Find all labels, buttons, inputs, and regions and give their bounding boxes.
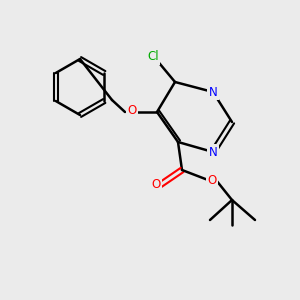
Text: N: N: [208, 85, 217, 98]
Text: O: O: [152, 178, 160, 191]
Text: Cl: Cl: [147, 50, 159, 64]
Text: N: N: [208, 146, 217, 158]
Text: O: O: [207, 173, 217, 187]
Text: O: O: [128, 104, 136, 118]
